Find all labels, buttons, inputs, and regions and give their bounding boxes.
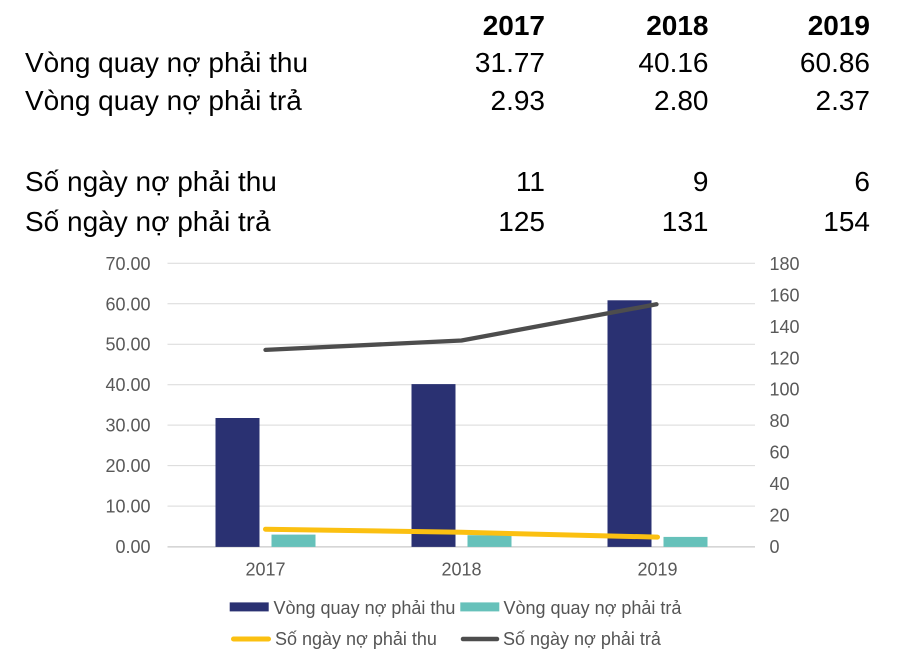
svg-text:Số ngày nợ phải trả: Số ngày nợ phải trả xyxy=(503,629,662,649)
svg-text:2018: 2018 xyxy=(441,559,481,579)
svg-text:2019: 2019 xyxy=(637,559,677,579)
svg-text:Vòng quay nợ phải trả: Vòng quay nợ phải trả xyxy=(504,598,683,618)
svg-text:120: 120 xyxy=(770,348,800,368)
svg-text:160: 160 xyxy=(770,285,800,305)
svg-text:0: 0 xyxy=(770,537,780,557)
svg-text:20: 20 xyxy=(770,506,790,526)
svg-text:30.00: 30.00 xyxy=(105,416,150,436)
svg-text:180: 180 xyxy=(770,254,800,274)
svg-text:60: 60 xyxy=(770,443,790,463)
svg-text:Vòng quay nợ phải thu: Vòng quay nợ phải thu xyxy=(274,598,456,618)
svg-text:80: 80 xyxy=(770,411,790,431)
svg-text:100: 100 xyxy=(770,380,800,400)
svg-text:0.00: 0.00 xyxy=(115,537,150,557)
svg-text:50.00: 50.00 xyxy=(105,335,150,355)
svg-text:10.00: 10.00 xyxy=(105,497,150,517)
svg-text:40.00: 40.00 xyxy=(105,375,150,395)
svg-text:60.00: 60.00 xyxy=(105,294,150,314)
svg-text:20.00: 20.00 xyxy=(105,456,150,476)
svg-text:Số ngày nợ phải thu: Số ngày nợ phải thu xyxy=(275,629,437,649)
svg-text:140: 140 xyxy=(770,317,800,337)
svg-text:2017: 2017 xyxy=(245,559,285,579)
svg-text:70.00: 70.00 xyxy=(105,254,150,274)
svg-text:40: 40 xyxy=(770,474,790,494)
